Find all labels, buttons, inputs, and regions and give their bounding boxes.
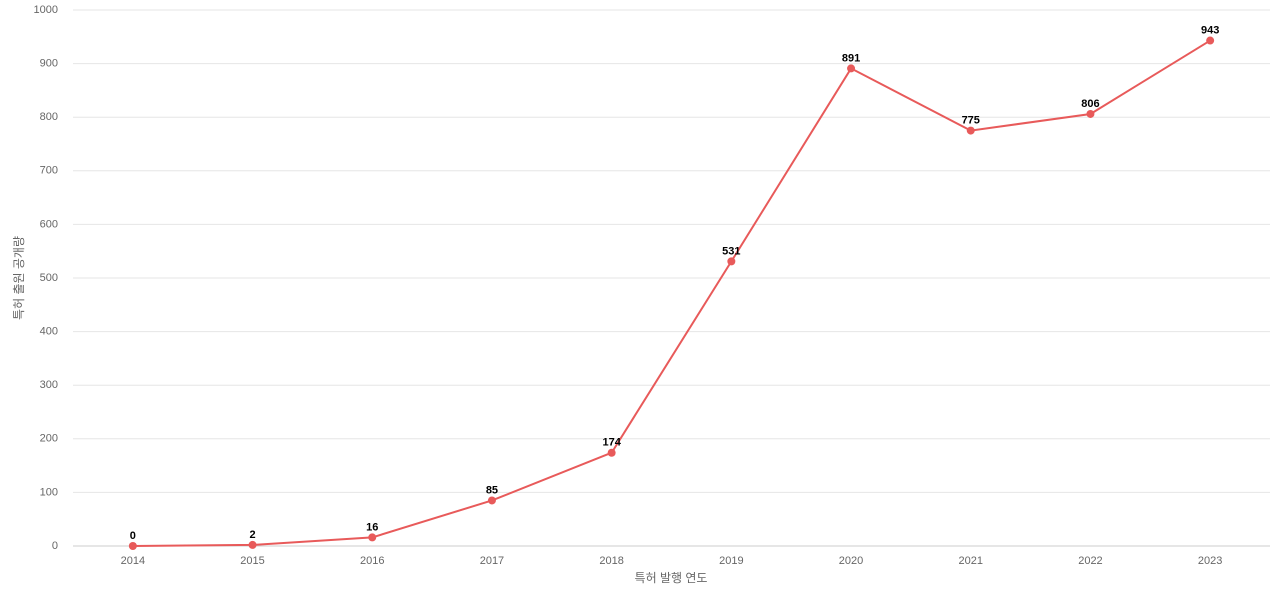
data-label: 891 bbox=[842, 52, 860, 64]
y-tick-label: 0 bbox=[52, 540, 58, 552]
x-axis-title: 특허 발행 연도 bbox=[635, 570, 708, 585]
x-tick-label: 2014 bbox=[121, 555, 145, 567]
data-point bbox=[128, 542, 137, 550]
x-tick-label: 2017 bbox=[480, 555, 504, 567]
x-tick-label: 2020 bbox=[839, 555, 863, 567]
x-tick-label: 2016 bbox=[360, 555, 384, 567]
data-line bbox=[132, 39, 1211, 547]
y-tick-label: 900 bbox=[40, 58, 58, 70]
data-label: 806 bbox=[1081, 98, 1099, 110]
data-label: 0 bbox=[130, 530, 136, 542]
y-tick-label: 200 bbox=[40, 433, 58, 445]
data-point bbox=[368, 533, 377, 542]
data-point bbox=[248, 540, 257, 549]
x-tick-label: 2018 bbox=[599, 555, 623, 567]
data-label: 2 bbox=[249, 529, 255, 541]
y-tick-label: 400 bbox=[40, 326, 58, 338]
data-label: 174 bbox=[602, 437, 621, 449]
data-point bbox=[1206, 36, 1215, 45]
data-label: 943 bbox=[1201, 24, 1219, 36]
x-tick-label: 2023 bbox=[1198, 555, 1222, 567]
data-point bbox=[607, 448, 616, 457]
data-point bbox=[966, 126, 975, 135]
y-tick-label: 1000 bbox=[34, 4, 58, 16]
y-tick-label: 100 bbox=[40, 486, 58, 498]
y-axis-title: 특허 출원 공개량 bbox=[12, 236, 26, 320]
y-tick-label: 800 bbox=[40, 111, 58, 123]
data-point bbox=[487, 496, 496, 505]
data-label: 16 bbox=[366, 521, 378, 533]
y-tick-label: 500 bbox=[40, 272, 58, 284]
data-point bbox=[1086, 109, 1095, 118]
x-tick-label: 2022 bbox=[1078, 555, 1102, 567]
data-point bbox=[847, 64, 856, 73]
x-tick-label: 2019 bbox=[719, 555, 743, 567]
data-label: 775 bbox=[962, 115, 980, 127]
y-tick-label: 600 bbox=[40, 218, 58, 230]
data-label: 531 bbox=[722, 245, 740, 257]
y-tick-label: 300 bbox=[40, 379, 58, 391]
data-point bbox=[727, 257, 736, 266]
x-tick-label: 2021 bbox=[959, 555, 983, 567]
y-tick-label: 700 bbox=[40, 165, 58, 177]
x-tick-label: 2015 bbox=[240, 555, 264, 567]
data-label: 85 bbox=[486, 484, 498, 496]
